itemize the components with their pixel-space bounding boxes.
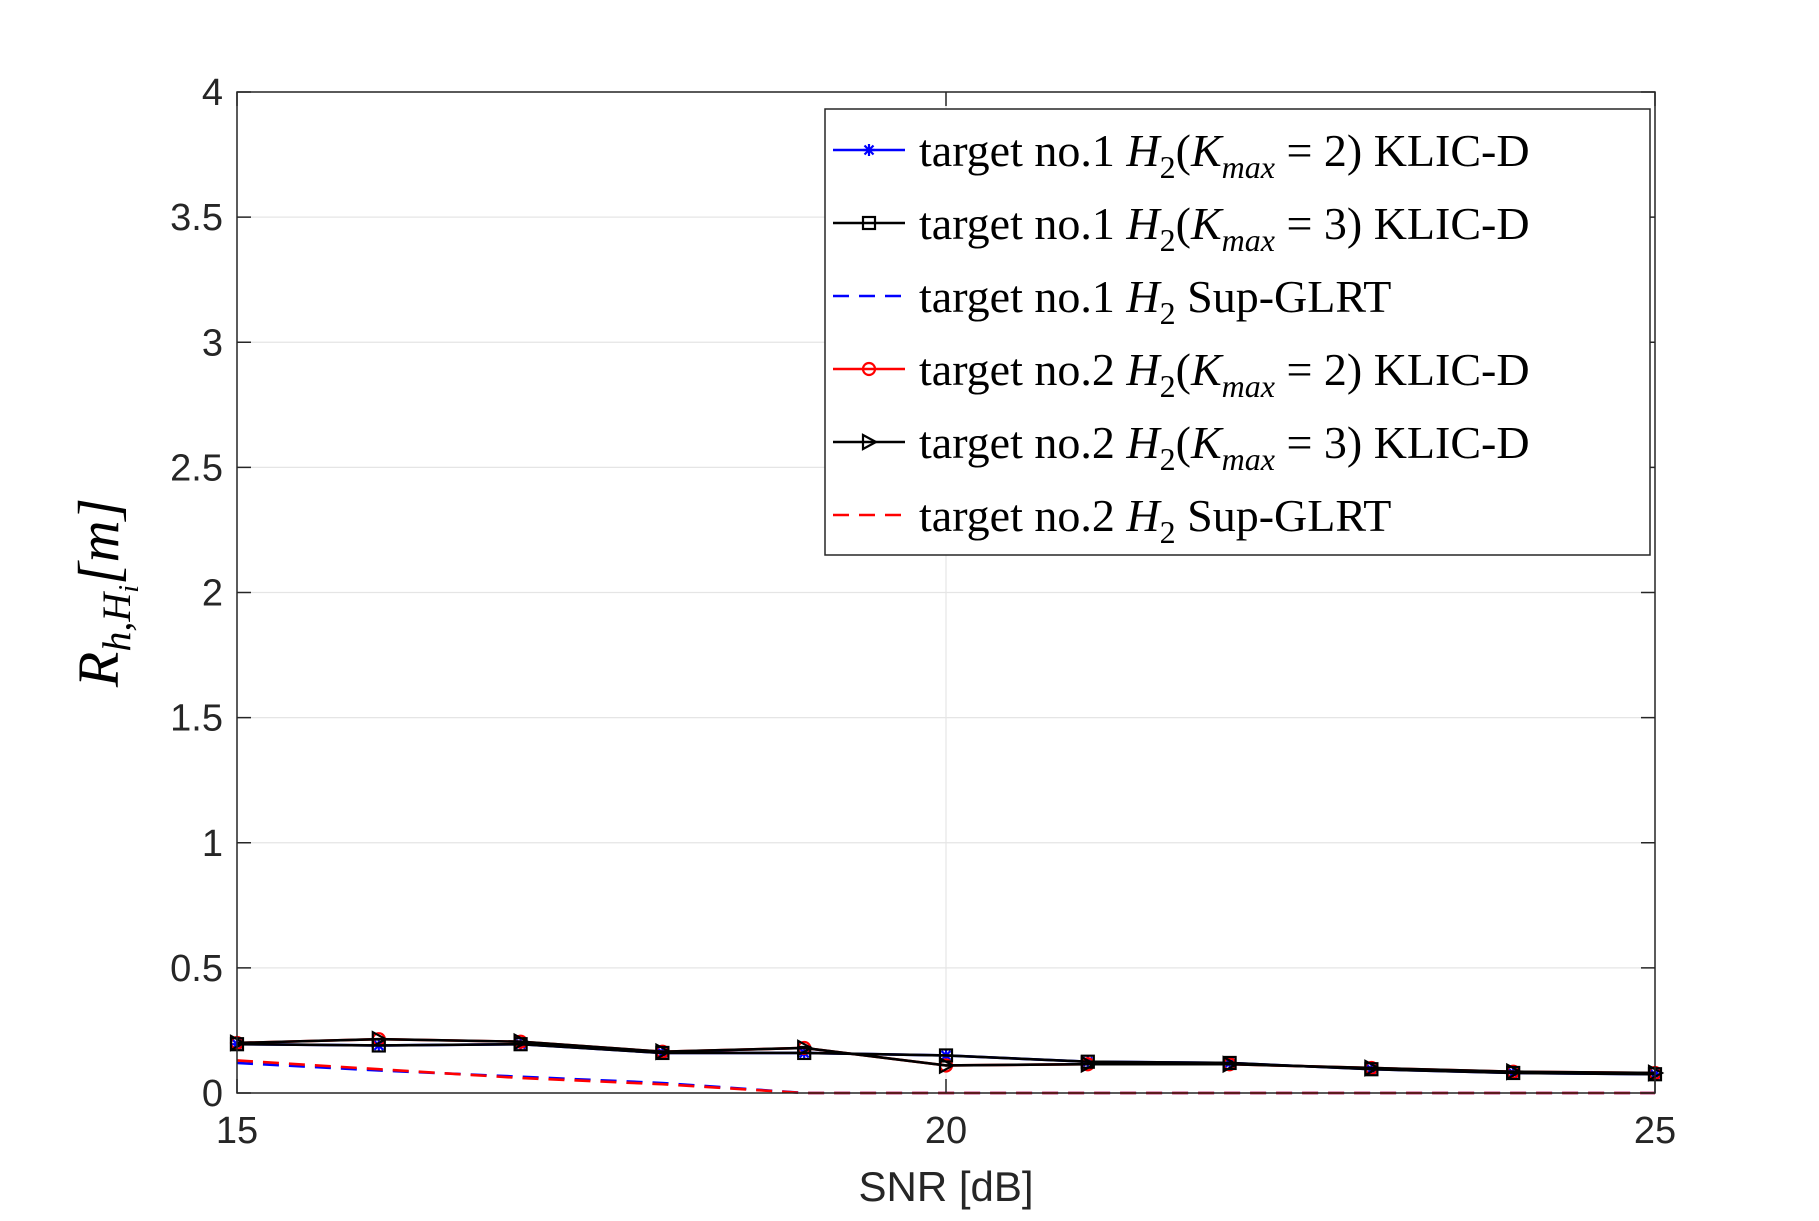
- legend-label-part: = 2) KLIC-D: [1275, 344, 1530, 395]
- legend-label-part: 2: [1160, 514, 1176, 550]
- legend-label-part: = 3) KLIC-D: [1275, 198, 1530, 249]
- legend-label-part: target no.2: [919, 490, 1126, 541]
- legend-label-part: 2: [1160, 149, 1176, 185]
- data-point: [861, 361, 877, 377]
- legend-label-part: max: [1222, 368, 1275, 404]
- data-point: [655, 1042, 672, 1061]
- data-point: [1080, 1055, 1098, 1074]
- y-tick-label: 3.5: [170, 197, 223, 239]
- legend-label-part: = 3) KLIC-D: [1275, 417, 1530, 468]
- legend-label-part: K: [1190, 125, 1224, 176]
- legend-label-part: = 2) KLIC-D: [1275, 125, 1530, 176]
- legend-entry-t1k2: target no.1 H2(Kmax = 2) KLIC-D: [833, 125, 1530, 185]
- legend-label: target no.2 H2 Sup-GLRT: [919, 490, 1391, 550]
- y-tick-label: 2: [202, 573, 223, 615]
- y-axis-label-tail: [m]: [66, 498, 131, 585]
- data-point: [513, 1032, 530, 1051]
- y-axis-label-sub: h,H: [94, 591, 139, 652]
- x-tick-label: 25: [1634, 1110, 1676, 1152]
- legend-label-part: K: [1190, 417, 1224, 468]
- data-point: [861, 433, 879, 451]
- data-point: [371, 1030, 389, 1049]
- legend-label-part: (: [1176, 125, 1191, 176]
- legend-label: target no.2 H2(Kmax = 3) KLIC-D: [919, 417, 1530, 477]
- legend-label-part: target no.1: [919, 198, 1126, 249]
- data-point: [1506, 1062, 1523, 1081]
- y-axis-label-subsub: i: [114, 585, 145, 593]
- data-point: [863, 144, 875, 156]
- legend-box: [824, 108, 1651, 556]
- data-point: [938, 1056, 956, 1075]
- legend-label-part: 2: [1160, 295, 1176, 331]
- data-point: [1364, 1059, 1381, 1077]
- y-tick-label: 1.5: [170, 698, 223, 740]
- legend-label-part: 2: [1160, 441, 1176, 477]
- legend-entry-t1sup: target no.1 H2 Sup-GLRT: [833, 271, 1391, 331]
- legend-label-part: 2: [1160, 368, 1176, 404]
- legend-label-part: target no.2: [919, 417, 1126, 468]
- legend-label: target no.2 H2(Kmax = 2) KLIC-D: [919, 344, 1530, 404]
- legend-label-part: target no.1: [919, 271, 1126, 322]
- legend-label-part: H: [1125, 344, 1162, 395]
- x-tick-label: 15: [216, 1110, 258, 1152]
- y-tick-label: 0.5: [170, 948, 223, 990]
- legend-label-part: Sup-GLRT: [1176, 490, 1392, 541]
- legend-label: target no.1 H2(Kmax = 2) KLIC-D: [919, 125, 1530, 185]
- x-axis-label: SNR [dB]: [858, 1163, 1033, 1210]
- data-point: [861, 215, 877, 231]
- series-line: [236, 1037, 1656, 1075]
- y-axis-label: Rh,Hi[m]: [66, 498, 145, 688]
- data-point: [797, 1039, 814, 1057]
- data-point-stroke: [863, 144, 875, 156]
- legend-label: target no.1 H2(Kmax = 3) KLIC-D: [919, 198, 1530, 258]
- legend-label-part: H: [1125, 125, 1162, 176]
- y-axis-label-base: R: [66, 652, 131, 688]
- legend-label-part: (: [1176, 417, 1191, 468]
- legend-label-part: H: [1125, 490, 1162, 541]
- legend-label-part: (: [1176, 344, 1191, 395]
- legend-label-part: target no.1: [919, 125, 1126, 176]
- x-tick-label: 20: [925, 1110, 967, 1152]
- legend-label-part: K: [1190, 344, 1224, 395]
- y-tick-label: 3: [202, 322, 223, 364]
- legend-label: target no.1 H2 Sup-GLRT: [919, 271, 1391, 331]
- legend-label-part: max: [1222, 149, 1275, 185]
- y-tick-label: 1: [202, 823, 223, 865]
- legend-entry-t2k3: target no.2 H2(Kmax = 3) KLIC-D: [833, 417, 1530, 477]
- legend-entry-t2k2: target no.2 H2(Kmax = 2) KLIC-D: [833, 344, 1530, 404]
- legend-label-part: target no.2: [919, 344, 1126, 395]
- legend-entry-t2sup: target no.2 H2 Sup-GLRT: [833, 490, 1391, 550]
- legend-label-part: (: [1176, 198, 1191, 249]
- legend-label-part: H: [1125, 271, 1162, 322]
- y-tick-label: 4: [202, 72, 223, 114]
- legend-entry-t1k3: target no.1 H2(Kmax = 3) KLIC-D: [833, 198, 1530, 258]
- legend-label-part: max: [1222, 222, 1275, 258]
- y-tick-label: 0: [202, 1073, 223, 1115]
- data-point: [1222, 1055, 1239, 1074]
- legend-label-part: Sup-GLRT: [1176, 271, 1392, 322]
- legend-label-part: H: [1125, 198, 1162, 249]
- axis-ticks: 0 0.5 1 1.5 2 2.5 3 3.5 4 15 20 25: [170, 72, 1676, 1152]
- legend-label-part: 2: [1160, 222, 1176, 258]
- legend-label-part: H: [1125, 417, 1162, 468]
- y-tick-label: 2.5: [170, 447, 223, 489]
- legend-label-part: max: [1222, 441, 1275, 477]
- legend-label-part: K: [1190, 198, 1224, 249]
